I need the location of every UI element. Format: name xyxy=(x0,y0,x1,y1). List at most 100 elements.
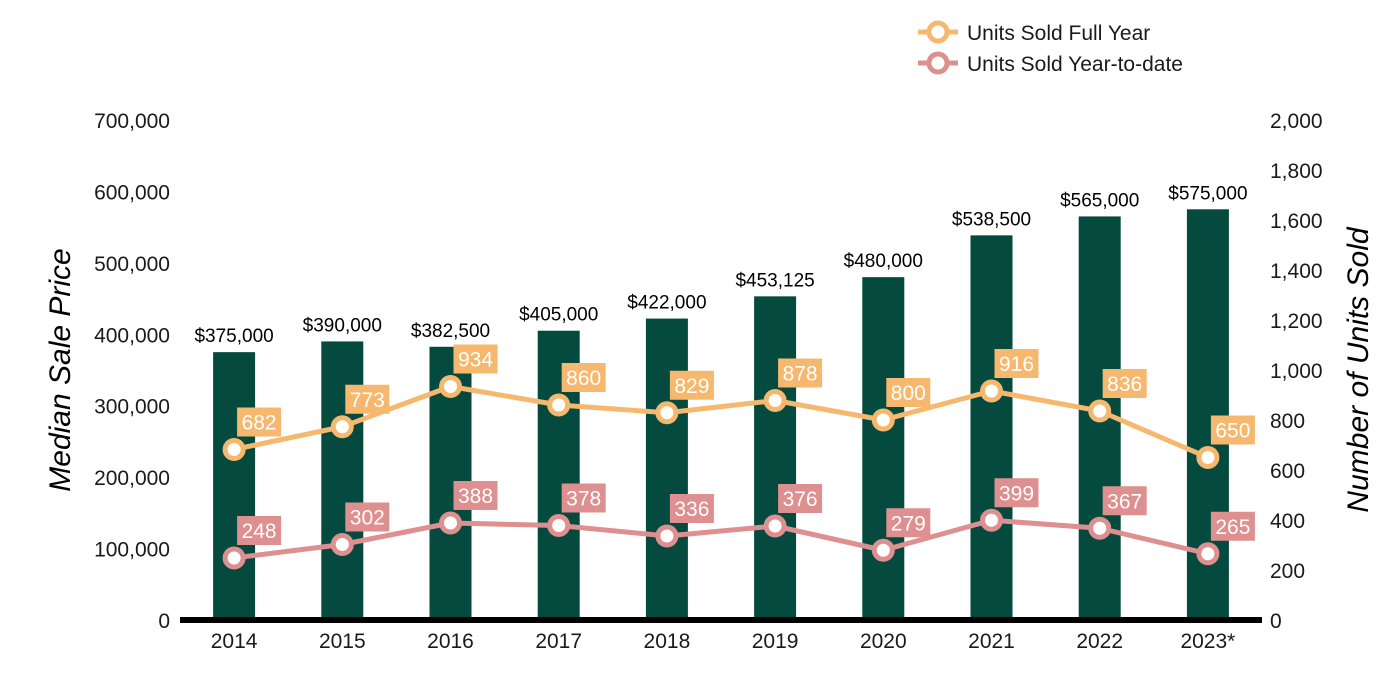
series-1-point xyxy=(222,546,246,570)
legend-label: Units Sold Year-to-date xyxy=(967,53,1183,76)
series-1-label-box xyxy=(1210,511,1255,541)
bar-value-label: $453,125 xyxy=(735,270,814,291)
series-0-label-box xyxy=(669,370,714,400)
series-1-point xyxy=(330,533,354,556)
series-0-label-box xyxy=(561,363,606,392)
series-1-point-label: 248 xyxy=(242,520,277,543)
bar-2020 xyxy=(862,277,905,620)
bar-value-label: $565,000 xyxy=(1060,190,1139,211)
series-1-label-box xyxy=(1102,486,1147,516)
y2-tick-label: 0 xyxy=(1270,610,1282,633)
bar-value-label: $422,000 xyxy=(627,293,706,314)
series-0-point-label: 829 xyxy=(674,375,709,398)
bar-2021 xyxy=(970,235,1013,620)
bar-value-label: $480,000 xyxy=(844,251,923,272)
bar-value-label: $375,000 xyxy=(194,326,273,347)
series-0-label-box xyxy=(345,384,390,414)
legend-swatch-marker xyxy=(926,20,950,44)
series-1-point xyxy=(1088,516,1112,540)
series-0-label-box xyxy=(237,407,282,437)
series-0-label-box xyxy=(1210,415,1255,445)
legend: Units Sold Full Year Units Sold Year-to-d… xyxy=(918,20,1183,76)
legend-label: Units Sold Full Year xyxy=(967,22,1150,45)
series-1-label-box xyxy=(669,494,714,523)
series-1-label-box xyxy=(453,481,498,510)
series-0-point xyxy=(1088,399,1112,423)
series-1-label-box xyxy=(994,478,1039,508)
bar-2018 xyxy=(645,318,688,620)
series-0-label-box xyxy=(994,349,1039,378)
y-axis-ticks: 0 100,000 200,000 300,000 400,000 500,000 600,… xyxy=(94,110,170,633)
y2-tick-label: 1,800 xyxy=(1270,160,1323,183)
bar-labels-layer: $375,000 $390,000 $382,500 $405,000 $422,000… xyxy=(194,183,1247,347)
series-0-point xyxy=(655,401,679,425)
series-1-point xyxy=(871,538,895,562)
x-tick-label: 2018 xyxy=(644,630,691,653)
series-line-1 xyxy=(233,517,1209,561)
series-0-point xyxy=(330,415,354,439)
series-0-point xyxy=(439,375,462,398)
y-tick-label: 200,000 xyxy=(94,467,170,490)
bar-value-label: $575,000 xyxy=(1168,183,1247,204)
y2-tick-label: 600 xyxy=(1270,460,1305,483)
series-1-label-box xyxy=(778,484,823,513)
x-tick-label: 2022 xyxy=(1076,630,1123,653)
series-1-point-label: 376 xyxy=(783,488,818,511)
x-tick-label: 2021 xyxy=(968,630,1015,653)
series-0-point-label: 650 xyxy=(1215,420,1250,443)
y2-axis-ticks: 0 200 400 600 800 1,000 1,200 1,400 1,600 1,800 2,… xyxy=(1270,110,1323,633)
bars-layer xyxy=(213,209,1229,621)
series-0-label-box xyxy=(886,378,931,407)
y-axis-title: Median Sale Price xyxy=(44,248,77,491)
y-tick-label: 300,000 xyxy=(94,396,170,419)
bar-2015 xyxy=(321,341,364,620)
series-1-point-label: 388 xyxy=(458,485,493,508)
series-0-point xyxy=(1196,446,1220,469)
y-tick-label: 0 xyxy=(158,610,170,633)
series-0-point xyxy=(547,393,571,417)
y2-tick-label: 200 xyxy=(1270,560,1305,583)
series-1-point xyxy=(655,524,679,548)
series-1-point xyxy=(439,511,462,535)
x-tick-label: 2015 xyxy=(319,630,366,653)
legend-swatch-marker xyxy=(926,51,950,75)
series-1-point xyxy=(763,514,787,538)
series-0-label-box xyxy=(778,358,823,388)
y2-tick-label: 1,600 xyxy=(1270,210,1323,233)
series-0-point-label: 878 xyxy=(783,363,818,386)
series-0-point xyxy=(222,438,246,461)
series-0-point-label: 800 xyxy=(891,382,926,405)
y2-tick-label: 1,000 xyxy=(1270,360,1323,383)
y2-tick-label: 800 xyxy=(1270,410,1305,433)
y-tick-label: 100,000 xyxy=(94,539,170,562)
y2-tick-label: 1,200 xyxy=(1270,310,1323,333)
series-1-point-label: 378 xyxy=(566,488,601,511)
bar-2019 xyxy=(754,296,797,620)
bar-value-label: $390,000 xyxy=(303,315,382,336)
series-0-point xyxy=(763,389,787,412)
bar-value-label: $538,500 xyxy=(952,209,1031,230)
series-1-point-label: 336 xyxy=(674,498,709,521)
x-axis-ticks: 2014 2015 2016 2017 2018 2019 2020 2021 2022 2023… xyxy=(211,630,1236,653)
series-0-point xyxy=(980,379,1003,403)
series-line-0 xyxy=(233,384,1209,460)
series-0-point-label: 773 xyxy=(350,389,385,412)
x-tick-label: 2020 xyxy=(860,630,907,653)
series-0-point-label: 682 xyxy=(242,412,277,435)
series-1-point-label: 367 xyxy=(1107,490,1142,513)
x-tick-label: 2019 xyxy=(752,630,799,653)
series-1-point-label: 279 xyxy=(891,512,926,535)
y-tick-label: 500,000 xyxy=(94,253,170,276)
y2-axis-title: Number of Units Sold xyxy=(1342,226,1375,512)
y-tick-label: 700,000 xyxy=(94,110,170,133)
series-1-point xyxy=(1196,542,1220,566)
series-0-label-box xyxy=(1102,369,1147,398)
lines-layer: 682 773 934 860 829 878 800 916 836 650 248 302 388 3… xyxy=(222,344,1255,570)
x-tick-label: 2016 xyxy=(427,630,474,653)
bar-2014 xyxy=(213,352,256,620)
series-1-label-box xyxy=(237,516,282,545)
series-0-point-label: 860 xyxy=(566,367,601,390)
bar-value-label: $405,000 xyxy=(519,305,598,326)
bar-value-label: $382,500 xyxy=(411,321,490,342)
x-tick-label: 2014 xyxy=(211,630,258,653)
